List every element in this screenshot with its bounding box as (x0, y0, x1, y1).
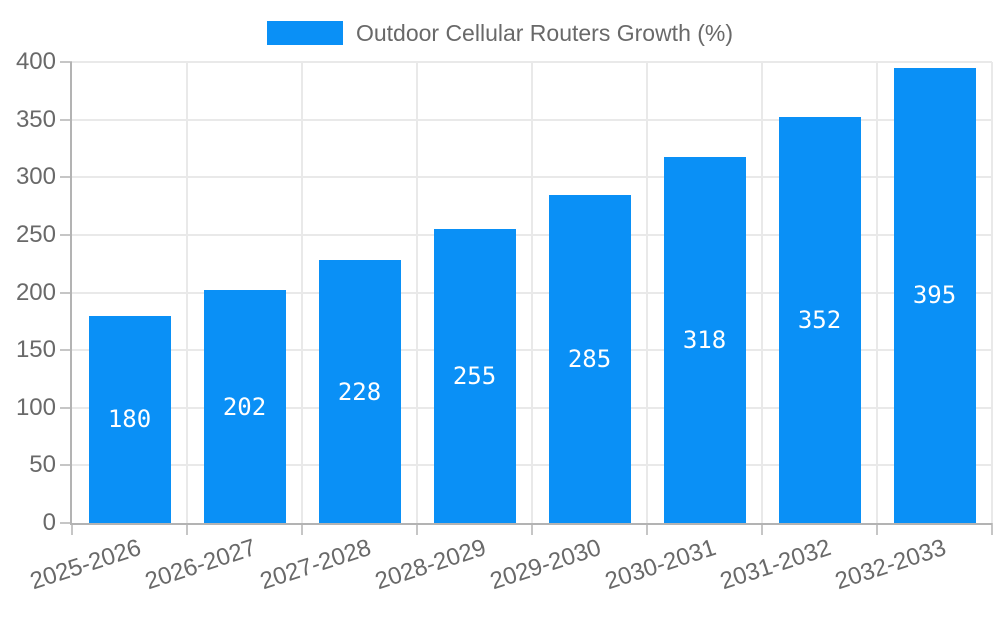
y-axis-tick (60, 349, 72, 352)
x-axis-tick (301, 523, 303, 535)
x-axis-tick (71, 523, 73, 535)
y-axis-tick (60, 233, 72, 236)
y-axis-label: 100 (15, 393, 56, 421)
x-axis-tick (646, 523, 648, 535)
bar-2029-2030: 285 (548, 194, 631, 523)
x-gridline (646, 62, 648, 523)
x-axis-tick (991, 523, 993, 535)
y-axis-label: 50 (29, 451, 56, 479)
bar-value-label: 318 (682, 325, 727, 354)
y-axis-label: 400 (15, 48, 56, 75)
x-axis-tick (761, 523, 763, 535)
bar-value-label: 285 (567, 344, 612, 373)
y-axis-tick (60, 118, 72, 121)
y-axis-label: 0 (42, 509, 56, 536)
bar-2028-2029: 255 (433, 229, 516, 523)
y-axis-tick (60, 406, 72, 409)
x-gridline (761, 62, 763, 523)
bar-2026-2027: 202 (203, 290, 286, 523)
x-axis-tick (876, 523, 878, 535)
bar-2032-2033: 395 (893, 67, 976, 523)
bar-chart: Outdoor Cellular Routers Growth (%) 0 50 1… (0, 21, 1000, 595)
bar-2025-2026: 180 (88, 315, 171, 523)
y-axis-tick (60, 291, 72, 294)
bar-value-label: 352 (797, 306, 842, 335)
legend-item[interactable]: Outdoor Cellular Routers Growth (%) (266, 20, 734, 46)
y-axis-label: 200 (15, 278, 56, 306)
x-gridline (186, 62, 188, 523)
x-gridline (876, 62, 878, 523)
x-axis-tick (416, 523, 418, 535)
legend-label: Outdoor Cellular Routers Growth (%) (355, 20, 734, 46)
x-axis-line (70, 523, 992, 525)
y-axis-tick (60, 522, 72, 524)
legend: Outdoor Cellular Routers Growth (%) (0, 21, 1000, 45)
bar-value-label: 202 (222, 392, 267, 421)
plot-area: 0 50 100 150 200 250 300 350 400 180 202 228 255 285 3… (15, 48, 993, 595)
bar-2030-2031: 318 (663, 156, 746, 523)
x-gridline (416, 62, 418, 523)
bar-value-label: 395 (912, 281, 957, 310)
y-axis-tick (60, 176, 72, 179)
x-axis-tick (186, 523, 188, 535)
bar-value-label: 180 (107, 405, 152, 434)
x-gridline (301, 62, 303, 523)
y-axis-label: 300 (15, 163, 56, 191)
y-axis-tick (60, 464, 72, 467)
bar-2031-2032: 352 (778, 117, 861, 523)
x-axis-tick (531, 523, 533, 535)
y-axis-label: 150 (15, 336, 56, 364)
bar-value-label: 228 (337, 377, 382, 406)
bar-value-label: 255 (452, 362, 497, 391)
y-axis-line (70, 62, 72, 525)
y-axis-label: 250 (15, 220, 56, 248)
legend-swatch (266, 21, 343, 45)
y-axis-label: 350 (15, 105, 56, 133)
x-gridline (991, 62, 993, 523)
y-axis-tick (60, 61, 72, 63)
bar-2027-2028: 228 (318, 260, 401, 523)
x-gridline (531, 62, 533, 523)
